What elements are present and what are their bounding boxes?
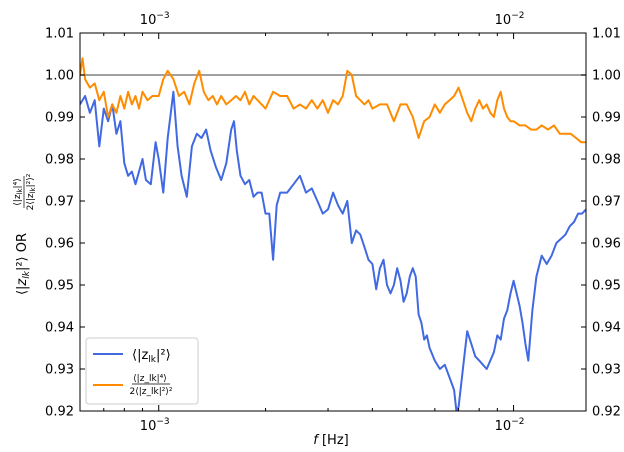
legend: ⟨|zlk|²⟩ ⟨|z_lk|⁴⟩ 2⟨|z_lk|²⟩² [85,337,199,405]
y-tick-label-left: 1.01 [45,27,74,42]
y-tick-label-left: 0.93 [45,363,74,378]
legend-label-ratio-numerator: ⟨|z_lk|⁴⟩ [133,374,167,384]
x-tick-label-bottom: 10−3 [140,417,170,434]
x-axis-label: f [Hz] [313,433,348,448]
legend-label-mean-z2: ⟨|zlk|²⟩ [132,348,171,365]
y-tick-label-left: 0.98 [45,153,74,168]
y-tick-label-right: 0.94 [592,321,621,336]
series-line-1 [80,57,586,144]
y-tick-label-right: 0.99 [592,111,621,126]
plot-frame [79,32,587,412]
svg-text:⟨|zlk|²⟩ OR: ⟨|zlk|²⟩ OR [15,233,32,295]
y-tick-label-left: 0.96 [45,237,74,252]
x-tick-label-top: 10−2 [495,11,525,28]
svg-text:⟨|zlk|⁴⟩: ⟨|zlk|⁴⟩ [13,178,24,205]
legend-label-ratio-denominator: 2⟨|z_lk|²⟩² [130,387,173,397]
x-tick-label-top: 10−3 [140,11,170,28]
y-tick-label-right: 0.96 [592,237,621,252]
y-tick-label-right: 0.93 [592,363,621,378]
y-tick-label-right: 0.95 [592,279,621,294]
y-tick-label-left: 0.94 [45,321,74,336]
x-tick-label-bottom: 10−2 [495,417,525,434]
y-axis-label: ⟨|zlk|²⟩ OR ⟨|zlk|⁴⟩ 2⟨|zlk|²⟩² [13,173,37,295]
y-tick-label-left: 0.95 [45,279,74,294]
y-tick-label-left: 0.92 [45,405,74,420]
y-tick-label-right: 0.98 [592,153,621,168]
y-tick-label-left: 1.00 [45,69,74,84]
series-line-0 [80,90,586,411]
y-tick-label-left: 0.99 [45,111,74,126]
y-tick-label-right: 1.01 [592,27,621,42]
y-tick-label-right: 0.97 [592,195,621,210]
y-tick-label-right: 0.92 [592,405,621,420]
y-tick-label-right: 1.00 [592,69,621,84]
svg-text:2⟨|zlk|²⟩²: 2⟨|zlk|²⟩² [26,173,37,210]
y-tick-label-left: 0.97 [45,195,74,210]
